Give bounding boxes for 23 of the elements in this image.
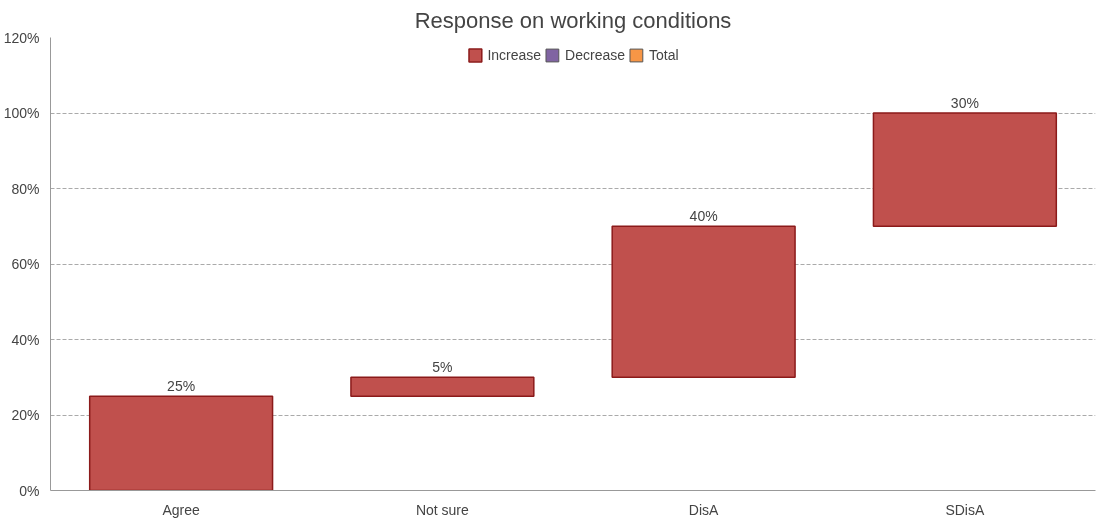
y-tick-label: 120% — [3, 29, 40, 46]
y-tick-label: 80% — [11, 180, 40, 197]
x-tick-label: Not sure — [415, 501, 470, 518]
x-tick-label: Agree — [162, 501, 201, 518]
y-tick-label: 40% — [11, 331, 40, 348]
x-tick-label: SDisA — [945, 501, 985, 518]
legend-label: Decrease — [565, 47, 626, 63]
data-label: 25% — [167, 378, 196, 395]
bar — [88, 395, 274, 491]
legend-label: Increase — [487, 47, 542, 63]
y-tick-label: 20% — [11, 407, 40, 423]
bar — [611, 225, 796, 378]
legend-label: Total — [649, 47, 679, 63]
y-tick-label: 100% — [3, 105, 40, 121]
data-label: 30% — [950, 95, 979, 111]
x-tick-label: DisA — [688, 501, 720, 518]
y-tick-label: 60% — [11, 256, 40, 272]
y-tick-label: 0% — [19, 482, 40, 499]
data-label: 5% — [432, 359, 453, 376]
chart-title: Response on working conditions — [414, 7, 732, 33]
data-label: 40% — [689, 208, 718, 225]
bar — [350, 376, 535, 397]
bar — [872, 112, 1058, 227]
